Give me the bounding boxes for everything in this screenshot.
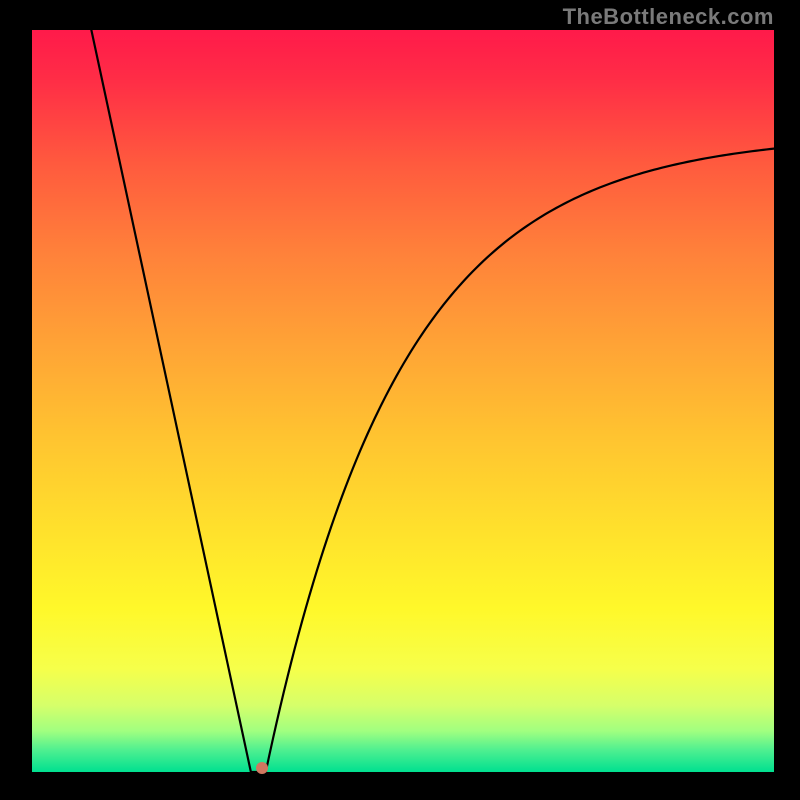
- watermark-text: TheBottleneck.com: [563, 4, 774, 30]
- curve-layer: [32, 30, 774, 772]
- optimum-marker-icon: [256, 762, 268, 774]
- plot-area: [32, 30, 774, 772]
- gradient-background: [32, 30, 774, 772]
- chart-frame: TheBottleneck.com: [0, 0, 800, 800]
